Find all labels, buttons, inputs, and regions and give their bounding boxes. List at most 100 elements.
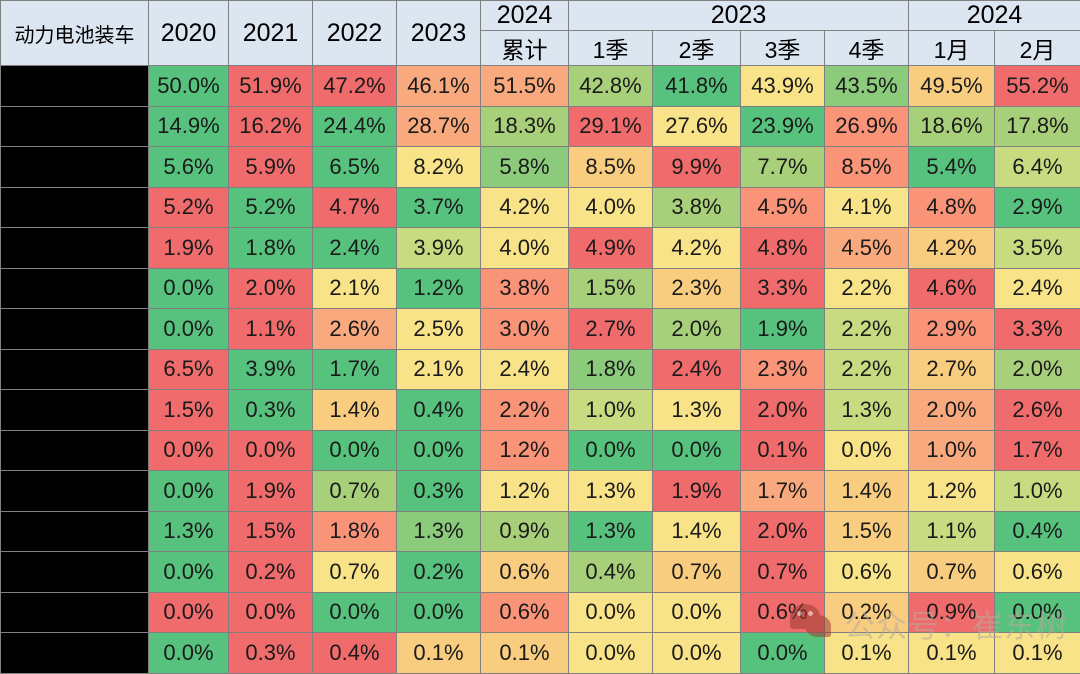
heatmap-cell[interactable]: 2.0% bbox=[229, 268, 313, 309]
heatmap-cell[interactable]: 1.2% bbox=[481, 430, 569, 471]
heatmap-cell[interactable]: 2.2% bbox=[481, 390, 569, 431]
heatmap-cell[interactable]: 4.2% bbox=[481, 187, 569, 228]
heatmap-cell[interactable]: 0.1% bbox=[825, 633, 909, 674]
heatmap-cell[interactable]: 5.8% bbox=[481, 147, 569, 188]
column-header-2021[interactable]: 2021 bbox=[229, 1, 313, 66]
heatmap-cell[interactable]: 0.1% bbox=[995, 633, 1080, 674]
heatmap-cell[interactable]: 0.7% bbox=[313, 552, 397, 593]
heatmap-cell[interactable]: 0.6% bbox=[825, 552, 909, 593]
heatmap-cell[interactable]: 18.3% bbox=[481, 106, 569, 147]
heatmap-cell[interactable]: 29.1% bbox=[569, 106, 653, 147]
heatmap-cell[interactable]: 4.2% bbox=[653, 228, 741, 269]
heatmap-cell[interactable]: 4.0% bbox=[569, 187, 653, 228]
heatmap-cell[interactable]: 0.0% bbox=[149, 633, 229, 674]
heatmap-cell[interactable]: 1.0% bbox=[995, 471, 1080, 512]
heatmap-cell[interactable]: 46.1% bbox=[397, 66, 481, 107]
group-header-2023-quarters[interactable]: 2023 bbox=[569, 1, 909, 31]
heatmap-cell[interactable]: 0.0% bbox=[149, 552, 229, 593]
heatmap-cell[interactable]: 4.8% bbox=[741, 228, 825, 269]
heatmap-cell[interactable]: 0.0% bbox=[149, 471, 229, 512]
heatmap-cell[interactable]: 0.0% bbox=[569, 633, 653, 674]
heatmap-cell[interactable]: 0.0% bbox=[653, 592, 741, 633]
heatmap-cell[interactable]: 2.1% bbox=[397, 349, 481, 390]
heatmap-cell[interactable]: 1.9% bbox=[229, 471, 313, 512]
heatmap-cell[interactable]: 0.4% bbox=[995, 511, 1080, 552]
heatmap-cell[interactable]: 2.4% bbox=[995, 268, 1080, 309]
heatmap-cell[interactable]: 0.7% bbox=[909, 552, 995, 593]
heatmap-cell[interactable]: 4.0% bbox=[481, 228, 569, 269]
heatmap-cell[interactable]: 2.0% bbox=[741, 511, 825, 552]
heatmap-cell[interactable]: 1.4% bbox=[313, 390, 397, 431]
heatmap-cell[interactable]: 0.0% bbox=[995, 592, 1080, 633]
heatmap-cell[interactable]: 1.1% bbox=[229, 309, 313, 350]
heatmap-cell[interactable]: 2.0% bbox=[653, 309, 741, 350]
heatmap-cell[interactable]: 2.5% bbox=[397, 309, 481, 350]
heatmap-cell[interactable]: 55.2% bbox=[995, 66, 1080, 107]
heatmap-cell[interactable]: 47.2% bbox=[313, 66, 397, 107]
heatmap-cell[interactable]: 2.4% bbox=[481, 349, 569, 390]
heatmap-cell[interactable]: 2.2% bbox=[825, 349, 909, 390]
heatmap-cell[interactable]: 1.5% bbox=[569, 268, 653, 309]
heatmap-cell[interactable]: 0.0% bbox=[397, 592, 481, 633]
heatmap-cell[interactable]: 0.6% bbox=[741, 592, 825, 633]
heatmap-cell[interactable]: 0.0% bbox=[741, 633, 825, 674]
heatmap-cell[interactable]: 3.3% bbox=[995, 309, 1080, 350]
heatmap-cell[interactable]: 26.9% bbox=[825, 106, 909, 147]
heatmap-cell[interactable]: 49.5% bbox=[909, 66, 995, 107]
heatmap-cell[interactable]: 3.3% bbox=[741, 268, 825, 309]
heatmap-cell[interactable]: 8.5% bbox=[569, 147, 653, 188]
heatmap-cell[interactable]: 2.6% bbox=[995, 390, 1080, 431]
heatmap-cell[interactable]: 1.8% bbox=[313, 511, 397, 552]
heatmap-cell[interactable]: 0.0% bbox=[825, 430, 909, 471]
column-header-2023[interactable]: 2023 bbox=[397, 1, 481, 66]
heatmap-cell[interactable]: 8.2% bbox=[397, 147, 481, 188]
heatmap-cell[interactable]: 3.9% bbox=[397, 228, 481, 269]
heatmap-cell[interactable]: 5.6% bbox=[149, 147, 229, 188]
heatmap-cell[interactable]: 2.2% bbox=[825, 309, 909, 350]
heatmap-cell[interactable]: 0.0% bbox=[653, 633, 741, 674]
heatmap-cell[interactable]: 0.3% bbox=[229, 390, 313, 431]
heatmap-cell[interactable]: 6.5% bbox=[149, 349, 229, 390]
heatmap-cell[interactable]: 1.4% bbox=[653, 511, 741, 552]
sub-header-q1[interactable]: 1季 bbox=[569, 31, 653, 66]
heatmap-cell[interactable]: 3.9% bbox=[229, 349, 313, 390]
heatmap-cell[interactable]: 42.8% bbox=[569, 66, 653, 107]
heatmap-cell[interactable]: 1.5% bbox=[229, 511, 313, 552]
heatmap-cell[interactable]: 43.5% bbox=[825, 66, 909, 107]
sub-header-cumulative[interactable]: 累计 bbox=[481, 31, 569, 66]
heatmap-cell[interactable]: 0.9% bbox=[909, 592, 995, 633]
heatmap-cell[interactable]: 0.2% bbox=[397, 552, 481, 593]
heatmap-cell[interactable]: 2.2% bbox=[825, 268, 909, 309]
heatmap-cell[interactable]: 4.5% bbox=[825, 228, 909, 269]
heatmap-cell[interactable]: 0.0% bbox=[149, 268, 229, 309]
heatmap-cell[interactable]: 1.3% bbox=[149, 511, 229, 552]
heatmap-cell[interactable]: 3.7% bbox=[397, 187, 481, 228]
heatmap-cell[interactable]: 2.3% bbox=[653, 268, 741, 309]
sub-header-jan[interactable]: 1月 bbox=[909, 31, 995, 66]
heatmap-cell[interactable]: 0.0% bbox=[397, 430, 481, 471]
heatmap-cell[interactable]: 6.5% bbox=[313, 147, 397, 188]
heatmap-cell[interactable]: 4.7% bbox=[313, 187, 397, 228]
heatmap-cell[interactable]: 0.1% bbox=[909, 633, 995, 674]
heatmap-cell[interactable]: 0.0% bbox=[313, 592, 397, 633]
heatmap-cell[interactable]: 9.9% bbox=[653, 147, 741, 188]
heatmap-cell[interactable]: 0.0% bbox=[149, 430, 229, 471]
heatmap-cell[interactable]: 1.7% bbox=[995, 430, 1080, 471]
sub-header-q4[interactable]: 4季 bbox=[825, 31, 909, 66]
heatmap-cell[interactable]: 8.5% bbox=[825, 147, 909, 188]
heatmap-cell[interactable]: 2.4% bbox=[313, 228, 397, 269]
heatmap-cell[interactable]: 2.9% bbox=[995, 187, 1080, 228]
heatmap-cell[interactable]: 0.0% bbox=[149, 592, 229, 633]
heatmap-cell[interactable]: 17.8% bbox=[995, 106, 1080, 147]
heatmap-cell[interactable]: 0.4% bbox=[313, 633, 397, 674]
heatmap-cell[interactable]: 0.7% bbox=[313, 471, 397, 512]
heatmap-cell[interactable]: 4.9% bbox=[569, 228, 653, 269]
heatmap-cell[interactable]: 3.8% bbox=[653, 187, 741, 228]
heatmap-cell[interactable]: 4.8% bbox=[909, 187, 995, 228]
heatmap-cell[interactable]: 2.9% bbox=[909, 309, 995, 350]
heatmap-cell[interactable]: 5.9% bbox=[229, 147, 313, 188]
heatmap-cell[interactable]: 50.0% bbox=[149, 66, 229, 107]
heatmap-cell[interactable]: 2.0% bbox=[995, 349, 1080, 390]
heatmap-cell[interactable]: 4.1% bbox=[825, 187, 909, 228]
heatmap-cell[interactable]: 2.1% bbox=[313, 268, 397, 309]
